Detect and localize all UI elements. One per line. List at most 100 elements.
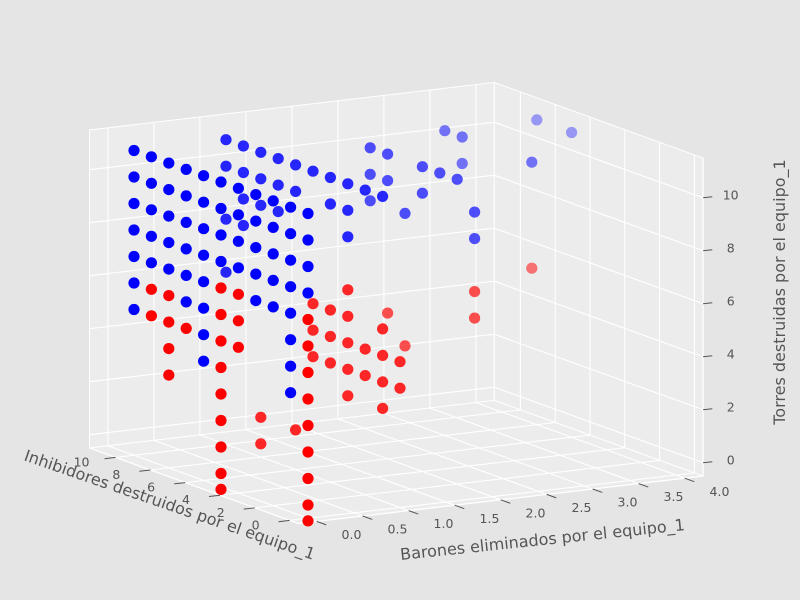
x-tick-label: 3.5 [664,489,684,504]
data-point-red [290,424,302,436]
z-tick-label: 2 [727,400,735,415]
data-point-blue [439,125,451,137]
data-point-red [302,515,314,527]
data-point-blue [198,276,210,288]
z-tick-label: 6 [727,294,735,309]
data-point-red [163,316,175,328]
data-point-red [215,388,227,400]
y-axis-line [89,447,299,525]
data-point-blue [382,175,394,187]
data-point-blue [198,355,210,367]
y-tick-mark [278,519,290,523]
data-point-blue [215,229,227,241]
gridline-y-floor [185,434,591,484]
data-point-red [302,499,314,511]
data-point-red [255,438,267,450]
gridline-y-floor [115,409,521,458]
data-point-blue [302,207,314,220]
gridline-z-side [494,227,704,305]
data-point-red [377,323,389,335]
data-point-blue [220,213,232,225]
data-point-blue [163,157,175,169]
data-point-blue [237,166,249,179]
data-point-blue [434,167,446,179]
data-point-red [302,393,314,405]
data-point-red [342,337,354,349]
gridline-y-floor [289,472,695,521]
data-point-blue [198,223,210,235]
data-point-red [307,351,319,363]
data-point-red [324,304,336,316]
data-point-blue [163,263,175,275]
data-point-red [232,341,244,353]
y-tick-mark [243,507,255,510]
data-point-blue [399,207,411,219]
data-point-blue [285,254,297,266]
gridline-x-floor [199,434,409,512]
data-point-red [377,402,389,414]
data-point-blue [526,156,538,168]
gridline-z-side [494,333,704,411]
gridline-x-floor [245,429,455,506]
data-point-blue [285,228,297,240]
data-point-blue [215,202,227,215]
data-point-blue [128,171,140,183]
data-point-blue [180,269,192,281]
data-point-red [324,330,336,343]
gridline-z-back [89,121,495,171]
data-point-red [255,411,267,423]
data-point-red [526,262,538,274]
data-point-blue [232,182,244,194]
y-tick-label: 2 [217,505,225,520]
z-tick-mark [703,355,713,358]
data-point-red [232,315,244,327]
data-point-blue [307,165,319,177]
data-point-red [215,483,227,495]
data-point-blue [416,161,428,173]
data-point-blue [220,266,232,278]
data-point-blue [302,234,314,246]
data-point-red [215,308,227,321]
tick-labels: 0.0 0.5 1.0 1.5 2.0 2.5 3.0 3.5 4.0 0 2 4 6 8 10 0 2 4 6 8 1… [74,188,739,542]
data-point-blue [272,153,284,165]
data-point-red [215,414,227,427]
data-point-blue [145,204,157,216]
data-point-red [145,310,157,322]
x-tick-label: 1.0 [434,516,454,531]
data-point-blue [416,187,428,199]
data-point-blue [272,179,284,191]
gridline-x-floor [107,445,317,522]
data-point-red [399,340,411,352]
data-point-blue [285,334,297,346]
z-tick-mark [703,196,713,199]
data-point-red [163,343,175,355]
x-tick-mark [408,510,419,515]
data-point-red [302,472,314,485]
z-tick-label: 0 [727,453,735,468]
gridline-x-floor [153,439,363,517]
data-point-red [377,349,389,361]
data-point-blue [255,173,267,185]
data-point-blue [163,210,175,222]
data-point-blue [145,151,157,163]
data-point-blue [451,173,463,185]
data-point-red [302,446,314,458]
data-point-red [469,286,481,298]
data-point-blue [285,201,297,213]
gridline-z-side [494,280,704,358]
data-point-blue [250,295,262,307]
data-point-blue [237,140,249,152]
data-point-red [359,370,371,382]
data-point-red [302,340,314,352]
gridline-y-floor [254,459,660,509]
gridline-z-back [89,333,495,383]
x-tick-mark [316,520,327,526]
z-tick-label: 10 [723,188,739,203]
data-point-red [394,382,406,394]
data-point-red [324,357,336,369]
data-point-blue [128,224,140,236]
data-point-blue [237,219,249,232]
z-tick-mark [703,249,713,252]
data-point-blue [364,195,376,207]
